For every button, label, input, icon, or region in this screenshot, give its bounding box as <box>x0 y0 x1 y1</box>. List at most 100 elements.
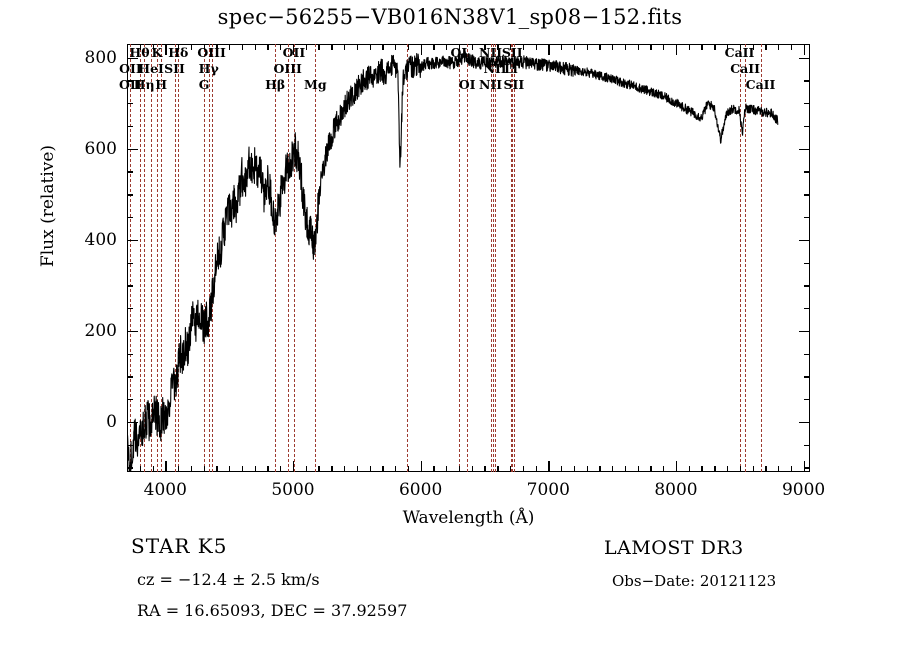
axis-tick <box>612 466 614 472</box>
chart-plot-area: HθKHδOIIIOIIOINIISIICaIIOIIHeISIIHγOIIIN… <box>119 44 810 472</box>
axis-tick <box>178 44 180 50</box>
x-tick-label: 9000 <box>781 480 826 500</box>
axis-tick <box>561 466 563 472</box>
axis-tick <box>254 44 256 50</box>
axis-tick <box>548 461 550 472</box>
axis-tick <box>497 44 499 50</box>
spectral-line-label: OI <box>450 45 468 60</box>
axis-tick <box>292 461 295 472</box>
spectral-line-label: Mg <box>304 77 327 92</box>
axis-tick <box>344 466 346 472</box>
axis-tick <box>573 466 576 472</box>
spectral-line-label: Hθ <box>129 45 150 60</box>
spectral-line-marker <box>208 44 210 472</box>
axis-tick <box>127 80 133 82</box>
y-tick-label: 200 <box>84 320 117 341</box>
axis-tick <box>650 466 652 472</box>
spectral-line-label: G <box>198 77 210 92</box>
axis-tick <box>127 171 133 173</box>
axis-tick <box>612 44 614 50</box>
spectral-line-marker <box>467 44 469 472</box>
axis-tick <box>344 44 346 50</box>
spectral-line-label: Hη <box>133 77 155 92</box>
axis-tick <box>382 44 384 50</box>
axis-tick <box>458 44 461 50</box>
axis-tick <box>624 466 627 472</box>
axis-tick <box>369 44 371 50</box>
axis-tick <box>356 44 359 50</box>
axis-tick <box>178 466 180 472</box>
axis-tick <box>803 461 805 472</box>
axis-tick <box>165 461 167 472</box>
x-tick-label: 8000 <box>654 480 698 500</box>
axis-tick <box>267 466 269 472</box>
axis-tick <box>637 466 639 472</box>
spectral-line-marker <box>510 44 512 472</box>
axis-tick <box>637 44 639 50</box>
axis-tick <box>127 125 133 128</box>
axis-tick <box>804 308 810 310</box>
spectral-line-marker <box>130 44 132 472</box>
axis-tick <box>127 194 133 196</box>
axis-tick <box>650 44 652 50</box>
axis-tick <box>190 44 193 50</box>
axis-tick <box>799 148 810 151</box>
spectral-line-marker <box>204 44 206 472</box>
redshift-velocity-label: cz = −12.4 ± 2.5 km/s <box>137 570 320 589</box>
spectral-line-marker <box>495 44 497 472</box>
axis-tick <box>139 44 142 50</box>
observation-date-label: Obs−Date: 20121123 <box>612 572 777 590</box>
axis-tick <box>331 44 333 50</box>
axis-tick <box>599 466 601 472</box>
spectral-line-marker <box>174 44 176 472</box>
y-axis-title: Flux (relative) <box>38 144 58 268</box>
spectral-line-marker <box>739 44 741 472</box>
axis-tick <box>804 194 810 196</box>
axis-tick <box>804 103 810 105</box>
axis-tick <box>433 44 435 50</box>
axis-tick <box>624 44 627 50</box>
axis-tick <box>471 466 473 472</box>
spectral-line-label: CaII <box>745 77 776 92</box>
axis-tick <box>497 466 499 472</box>
axis-tick <box>548 44 550 55</box>
axis-tick <box>804 376 810 378</box>
axis-tick <box>714 44 716 50</box>
spectral-line-label: CaII <box>730 61 760 76</box>
axis-tick <box>765 466 767 472</box>
axis-tick <box>727 44 729 50</box>
axis-tick <box>790 44 793 50</box>
axis-tick <box>420 44 422 55</box>
spectral-line-marker <box>211 44 213 472</box>
spectral-line-label: SII <box>501 45 523 60</box>
spectral-line-label: SII <box>503 77 525 92</box>
axis-tick <box>216 44 218 50</box>
axis-tick <box>799 330 810 333</box>
coordinates-label: RA = 16.65093, DEC = 37.92597 <box>137 601 408 620</box>
spectral-line-label: HeI <box>138 61 164 76</box>
axis-tick <box>804 444 810 446</box>
axis-tick <box>804 217 810 219</box>
axis-tick <box>127 148 138 151</box>
axis-tick <box>522 44 525 50</box>
axis-tick <box>127 308 133 310</box>
axis-tick <box>688 44 691 50</box>
axis-tick <box>280 44 282 50</box>
axis-tick <box>663 466 665 472</box>
spectral-line-label: NII <box>479 77 503 92</box>
y-tick-label: 0 <box>106 411 117 432</box>
spectral-line-marker <box>492 44 494 472</box>
axis-tick <box>165 44 167 55</box>
axis-tick <box>586 44 588 50</box>
axis-tick <box>573 44 576 50</box>
axis-tick <box>127 57 138 59</box>
axis-tick <box>804 399 810 401</box>
axis-tick <box>561 44 563 50</box>
axis-tick <box>701 44 703 50</box>
axis-tick <box>752 466 754 472</box>
axis-tick <box>804 262 810 264</box>
axis-tick <box>586 466 588 472</box>
axis-tick <box>292 44 295 55</box>
axis-tick <box>127 399 133 401</box>
axis-tick <box>535 466 537 472</box>
